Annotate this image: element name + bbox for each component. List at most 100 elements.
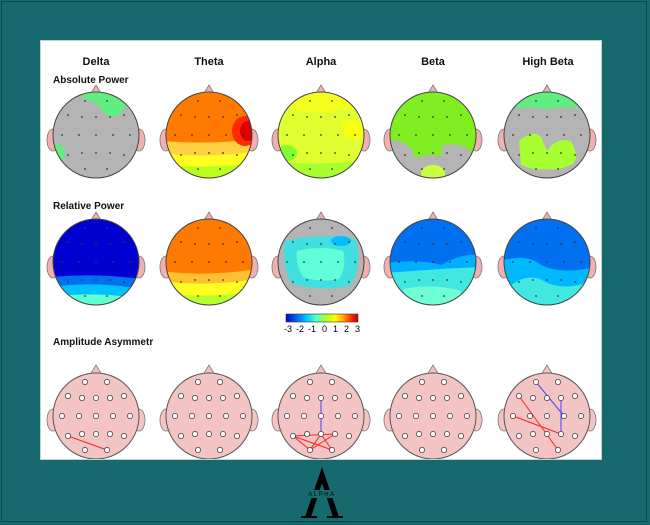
- logo-text: ALPHA: [308, 492, 335, 498]
- electrode-marker: [535, 227, 537, 229]
- electrode-marker: [432, 134, 434, 136]
- electrode-marker: [236, 154, 238, 156]
- electrode-marker: [557, 295, 559, 297]
- electrode-marker: [535, 168, 537, 170]
- head-abs-high-beta: [497, 84, 597, 179]
- electrode-marker: [432, 243, 434, 245]
- electrode-marker: [129, 261, 131, 263]
- alpha-logo: ALPHA: [301, 467, 343, 518]
- electrode-marker: [191, 134, 193, 136]
- electrode-marker: [292, 114, 294, 116]
- colorbar-tick-label: 1: [333, 324, 339, 334]
- electrode-marker: [67, 241, 69, 243]
- asymmetry-head: [159, 364, 259, 459]
- electrode-marker: [286, 261, 288, 263]
- electrode-marker: [306, 116, 308, 118]
- electrode-marker: [546, 243, 548, 245]
- electrode-marker: [109, 116, 111, 118]
- electrode-marker: [180, 281, 182, 283]
- electrode-marker: [197, 100, 199, 102]
- electrode-marker: [106, 100, 108, 102]
- electrode-marker: [432, 279, 434, 281]
- electrode-marker: [123, 114, 125, 116]
- electrode-marker: [320, 116, 322, 118]
- electrode-marker: [421, 227, 423, 229]
- electrode-marker: [109, 279, 111, 281]
- electrode-marker: [560, 152, 562, 154]
- asymmetry-head: [383, 364, 483, 459]
- electrode-marker: [446, 279, 448, 281]
- head-abs-beta: [383, 84, 483, 179]
- electrode-marker: [460, 281, 462, 283]
- head-abs-theta: [159, 84, 259, 179]
- electrode-marker: [197, 168, 199, 170]
- electrode-marker: [123, 241, 125, 243]
- electrode-marker: [320, 261, 322, 263]
- electrode-marker: [421, 295, 423, 297]
- electrode-marker: [398, 134, 400, 136]
- electrode-marker: [81, 279, 83, 281]
- electrode-marker: [512, 261, 514, 263]
- column-label-alpha: Alpha: [305, 56, 337, 68]
- electrode-marker: [560, 279, 562, 281]
- electrode-marker: [320, 152, 322, 154]
- electrode-marker: [309, 295, 311, 297]
- electrode-marker: [546, 152, 548, 154]
- electrode-marker: [106, 295, 108, 297]
- electrode-marker: [518, 114, 520, 116]
- electrode-marker: [529, 134, 531, 136]
- electrode-marker: [219, 100, 221, 102]
- electrode-marker: [303, 261, 305, 263]
- electrode-marker: [404, 114, 406, 116]
- electrode-marker: [306, 152, 308, 154]
- electrode-marker: [112, 134, 114, 136]
- asymmetry-head: [46, 364, 146, 459]
- electrode-marker: [432, 152, 434, 154]
- electrode-marker: [309, 227, 311, 229]
- electrode-marker: [95, 243, 97, 245]
- colorbar-tick-label: -1: [308, 324, 317, 334]
- electrode-marker: [292, 241, 294, 243]
- electrode-marker: [84, 168, 86, 170]
- head-abs-alpha: [271, 84, 371, 179]
- electrode-marker: [354, 261, 356, 263]
- electrode-marker: [348, 281, 350, 283]
- electrode-marker: [432, 261, 434, 263]
- electrode-marker: [574, 114, 576, 116]
- electrode-marker: [309, 100, 311, 102]
- electrode-marker: [560, 116, 562, 118]
- column-label-delta: Delta: [82, 56, 110, 68]
- electrode-marker: [466, 261, 468, 263]
- electrode-marker: [421, 100, 423, 102]
- topographic-maps: [46, 84, 597, 459]
- row-label-absolute-power: Absolute Power: [53, 75, 129, 86]
- electrode-marker: [535, 100, 537, 102]
- electrode-marker: [446, 243, 448, 245]
- electrode-marker: [535, 295, 537, 297]
- asymmetry-head: [497, 364, 597, 459]
- electrode-marker: [337, 261, 339, 263]
- electrode-marker: [415, 261, 417, 263]
- electrode-marker: [81, 152, 83, 154]
- electrode-marker: [460, 154, 462, 156]
- electrode-marker: [320, 279, 322, 281]
- electrode-marker: [84, 227, 86, 229]
- electrode-marker: [242, 261, 244, 263]
- electrode-marker: [61, 261, 63, 263]
- electrode-marker: [443, 100, 445, 102]
- electrode-marker: [418, 116, 420, 118]
- electrode-marker: [106, 227, 108, 229]
- electrode-marker: [546, 261, 548, 263]
- electrode-marker: [208, 116, 210, 118]
- electrode-marker: [443, 168, 445, 170]
- electrode-marker: [306, 243, 308, 245]
- electrode-marker: [208, 243, 210, 245]
- electrode-marker: [529, 261, 531, 263]
- electrode-marker: [129, 134, 131, 136]
- electrode-marker: [81, 243, 83, 245]
- electrode-marker: [563, 261, 565, 263]
- electrode-marker: [84, 295, 86, 297]
- electrode-marker: [78, 261, 80, 263]
- electrode-marker: [194, 116, 196, 118]
- electrode-marker: [236, 241, 238, 243]
